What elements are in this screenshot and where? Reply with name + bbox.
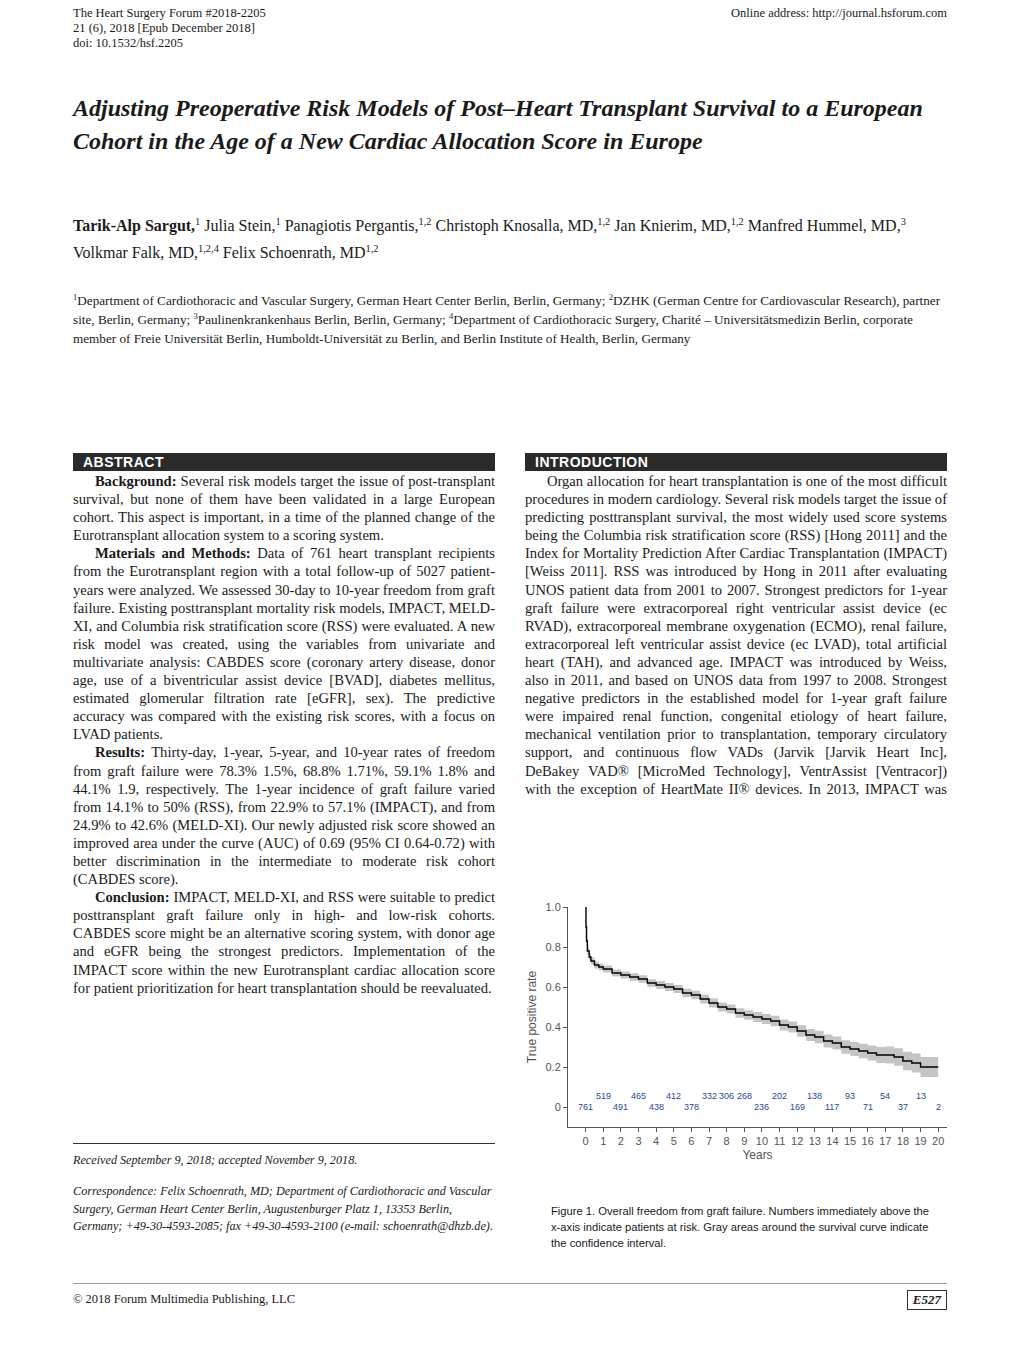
- svg-text:Years: Years: [742, 1148, 772, 1162]
- svg-text:4: 4: [653, 1135, 659, 1147]
- html-text:1Department of Cardiothoracic: 1Department of Cardiothoracic and Vascul…: [73, 291, 941, 346]
- svg-text:491: 491: [613, 1102, 628, 1112]
- svg-text:138: 138: [807, 1091, 822, 1101]
- svg-text:3: 3: [635, 1135, 641, 1147]
- svg-text:13: 13: [809, 1135, 821, 1147]
- svg-text:169: 169: [790, 1102, 805, 1112]
- html-text:Online address: http://journal: Online address: http://journal.hsforum.c…: [731, 6, 947, 20]
- html-text:Conclusion: IMPACT, MELD-XI, a: Conclusion: IMPACT, MELD-XI, and RSS wer…: [73, 889, 495, 996]
- svg-text:412: 412: [666, 1091, 681, 1101]
- svg-text:1.0: 1.0: [546, 901, 561, 913]
- html-text:Volkmar Falk, MD,1,2,4 Felix S: Volkmar Falk, MD,1,2,4 Felix Schoenrath,…: [73, 242, 379, 261]
- svg-text:7: 7: [706, 1135, 712, 1147]
- svg-text:12: 12: [791, 1135, 803, 1147]
- svg-text:0: 0: [555, 1101, 561, 1113]
- svg-text:93: 93: [845, 1091, 855, 1101]
- svg-text:16: 16: [862, 1135, 874, 1147]
- svg-text:378: 378: [684, 1102, 699, 1112]
- html-text:Materials and Methods: Data of: Materials and Methods: Data of 761 heart…: [73, 545, 495, 743]
- svg-text:11: 11: [774, 1135, 785, 1147]
- svg-text:2: 2: [618, 1135, 624, 1147]
- html-text:Adjusting Preoperative Risk Mo: Adjusting Preoperative Risk Models of Po…: [73, 95, 923, 154]
- html-text:Background: Several risk model: Background: Several risk models target t…: [73, 473, 495, 544]
- html-text:Organ allocation for heart tra: Organ allocation for heart transplantati…: [525, 473, 947, 797]
- svg-text:13: 13: [916, 1091, 926, 1101]
- svg-text:0.4: 0.4: [546, 1021, 561, 1033]
- html-text:Correspondence: Felix Schoenra: Correspondence: Felix Schoenrath, MD; De…: [73, 1184, 493, 1233]
- svg-text:268: 268: [737, 1091, 752, 1101]
- svg-text:8: 8: [724, 1135, 730, 1147]
- svg-text:0: 0: [583, 1135, 589, 1147]
- svg-text:236: 236: [754, 1102, 769, 1112]
- svg-text:761: 761: [578, 1102, 593, 1112]
- html-text:The Heart Surgery Forum #2018-: The Heart Surgery Forum #2018-2205: [73, 6, 266, 20]
- html-text:E527: E527: [912, 1292, 941, 1307]
- svg-text:202: 202: [772, 1091, 787, 1101]
- svg-text:519: 519: [596, 1091, 611, 1101]
- html-text:Received September 9, 2018; ac: Received September 9, 2018; accepted Nov…: [73, 1153, 358, 1167]
- svg-text:117: 117: [825, 1102, 839, 1112]
- svg-text:9: 9: [741, 1135, 747, 1147]
- svg-text:20: 20: [932, 1135, 944, 1147]
- html-text:INTRODUCTION: INTRODUCTION: [535, 454, 649, 470]
- html-text:doi: 10.1532/hsf.2205: doi: 10.1532/hsf.2205: [73, 36, 184, 50]
- svg-text:6: 6: [688, 1135, 694, 1147]
- svg-text:438: 438: [649, 1102, 664, 1112]
- html-text:Tarik-Alp Sargut,1 Julia Stein: Tarik-Alp Sargut,1 Julia Stein,1 Panagio…: [73, 215, 906, 234]
- svg-text:37: 37: [898, 1102, 908, 1112]
- svg-text:1: 1: [600, 1135, 606, 1147]
- svg-text:54: 54: [880, 1091, 890, 1101]
- svg-text:0.6: 0.6: [546, 981, 561, 993]
- svg-text:17: 17: [879, 1135, 891, 1147]
- svg-text:332: 332: [702, 1091, 717, 1101]
- svg-text:5: 5: [671, 1135, 677, 1147]
- svg-text:71: 71: [863, 1102, 873, 1112]
- svg-text:18: 18: [897, 1135, 909, 1147]
- svg-text:19: 19: [914, 1135, 926, 1147]
- html-text:Figure 1. Overall freedom from: Figure 1. Overall freedom from graft fai…: [551, 1205, 929, 1249]
- svg-text:0.8: 0.8: [546, 941, 561, 953]
- svg-text:True positive rate: True positive rate: [525, 971, 539, 1064]
- html-text:Results: Thirty-day, 1-year, 5: Results: Thirty-day, 1-year, 5-year, and…: [73, 744, 495, 888]
- svg-text:306: 306: [719, 1091, 734, 1101]
- svg-text:15: 15: [844, 1135, 856, 1147]
- html-text:21 (6), 2018 [Epub December 20: 21 (6), 2018 [Epub December 2018]: [73, 21, 255, 35]
- svg-text:0.2: 0.2: [546, 1061, 561, 1073]
- svg-text:2: 2: [936, 1102, 941, 1112]
- html-text:© 2018 Forum Multimedia Publis: © 2018 Forum Multimedia Publishing, LLC: [73, 1292, 295, 1306]
- svg-text:10: 10: [756, 1135, 768, 1147]
- svg-text:465: 465: [631, 1091, 646, 1101]
- svg-text:14: 14: [826, 1135, 838, 1147]
- html-text:ABSTRACT: ABSTRACT: [83, 454, 164, 470]
